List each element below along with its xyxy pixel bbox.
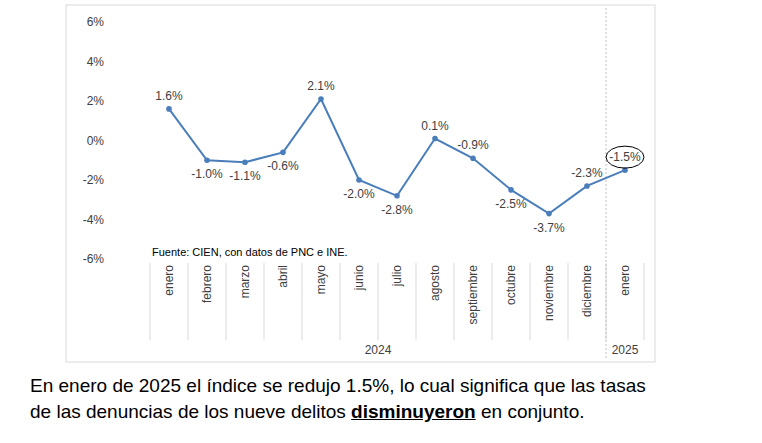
category-separator: [302, 263, 303, 340]
data-label: -1.1%: [229, 169, 261, 183]
caption-text: de las denuncias de los nueve delitos: [30, 401, 351, 422]
data-label: -2.8%: [381, 203, 413, 217]
x-tick-label: abril: [276, 265, 290, 288]
data-label: 2.1%: [307, 79, 335, 93]
caption-emphasis: disminuyeron: [351, 401, 476, 422]
x-tick-label: febrero: [200, 265, 214, 303]
data-label: -0.9%: [457, 138, 489, 152]
data-label: -3.7%: [533, 221, 565, 235]
category-separator: [416, 263, 417, 340]
y-tick-label: 4%: [87, 55, 105, 69]
data-line: [169, 99, 625, 214]
category-separator: [378, 263, 379, 340]
data-point: [242, 159, 248, 165]
data-point: [508, 187, 514, 193]
category-separator: [530, 263, 531, 340]
x-tick-label: octubre: [504, 265, 518, 305]
highlight-circle: [606, 146, 644, 168]
data-point: [166, 106, 172, 112]
category-separator: [188, 263, 189, 340]
x-tick-label: mayo: [314, 265, 328, 295]
data-label: 1.6%: [155, 89, 183, 103]
data-point: [356, 177, 362, 183]
chart-frame: [66, 5, 655, 362]
data-label: -2.3%: [571, 166, 603, 180]
caption-text: en conjunto.: [476, 401, 585, 422]
data-point: [280, 150, 286, 156]
data-label: -1.0%: [191, 167, 223, 181]
category-separator: [492, 263, 493, 340]
data-point: [204, 157, 210, 163]
caption-text: En enero de 2025 el índice se redujo 1.5…: [30, 375, 646, 396]
page: {"chart_data": {"type": "line", "categor…: [0, 0, 762, 443]
data-label: -2.5%: [495, 197, 527, 211]
x-tick-label: enero: [618, 265, 632, 296]
data-point: [584, 183, 590, 189]
data-label: -2.0%: [343, 187, 375, 201]
data-label: -0.6%: [267, 159, 299, 173]
y-tick-label: 2%: [87, 94, 105, 108]
y-tick-label: 0%: [87, 134, 105, 148]
x-tick-label: enero: [162, 265, 176, 296]
x-tick-label: julio: [390, 265, 404, 288]
category-separator: [340, 263, 341, 340]
x-tick-label: junio: [352, 265, 366, 292]
group-label: 2025: [612, 343, 639, 357]
x-tick-label: septiembre: [466, 265, 480, 325]
category-separator: [226, 263, 227, 340]
plot-area: [166, 96, 628, 216]
category-separator: [454, 263, 455, 340]
x-tick-label: agosto: [428, 265, 442, 301]
y-tick-label: -4%: [83, 213, 105, 227]
data-point: [470, 155, 476, 161]
caption: En enero de 2025 el índice se redujo 1.5…: [30, 373, 750, 425]
group-label: 2024: [365, 343, 392, 357]
category-separator: [568, 263, 569, 340]
data-point: [318, 96, 324, 102]
data-point: [546, 211, 552, 217]
chart: 6% 4% 2% 0% -2% -4% -6% enero febrero marzo abril m…: [0, 0, 762, 370]
data-point: [432, 136, 438, 142]
y-tick-label: -2%: [83, 173, 105, 187]
x-tick-label: noviembre: [542, 265, 556, 321]
x-tick-label: marzo: [238, 265, 252, 299]
category-separator: [150, 263, 151, 340]
category-separator: [644, 263, 645, 340]
y-tick-label: -6%: [83, 252, 105, 266]
y-tick-label: 6%: [87, 15, 105, 29]
group-separator: [606, 8, 607, 360]
x-tick-label: diciembre: [580, 265, 594, 317]
category-separator: [264, 263, 265, 340]
data-label: -1.5%: [609, 150, 641, 164]
data-label: 0.1%: [421, 119, 449, 133]
source-note: Fuente: CIEN, con datos de PNC e INE.: [152, 246, 348, 258]
data-point: [394, 193, 400, 199]
